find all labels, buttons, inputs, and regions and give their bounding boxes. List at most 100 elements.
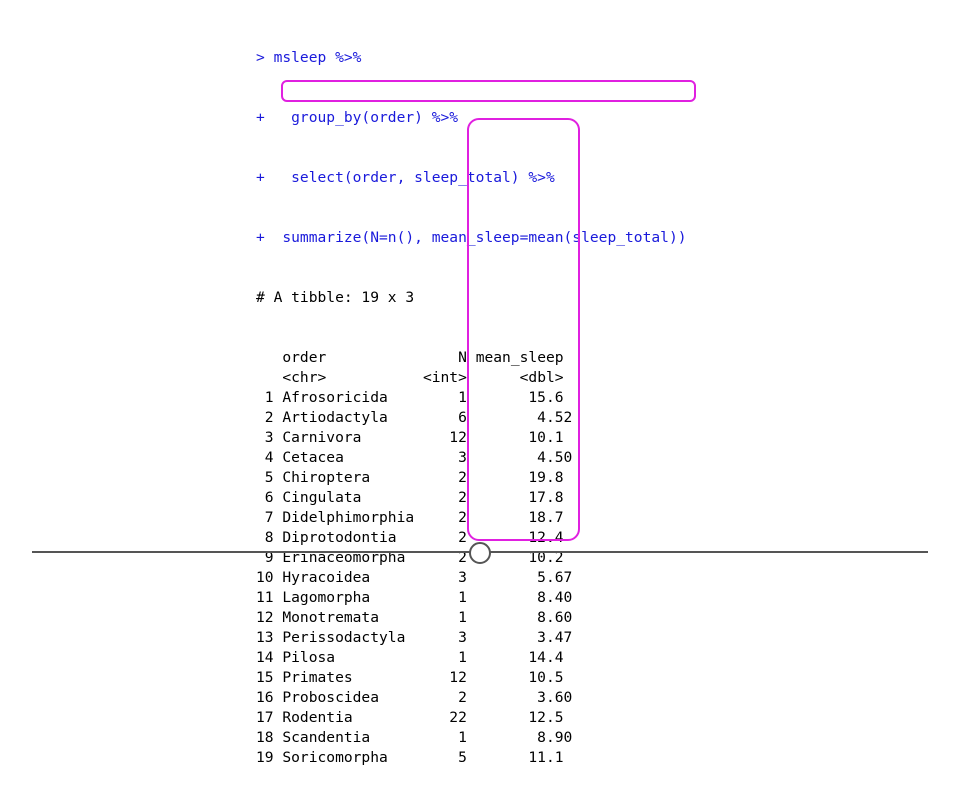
cell-mean-sleep: 12.4 [466,529,573,546]
row-index: 7 [256,509,283,526]
row-index: 9 [256,549,283,566]
column-type-order: <chr> [282,369,415,386]
column-type-mean-sleep: <dbl> [475,369,564,386]
tibble-header: # A tibble: 19 x 3 [256,289,415,306]
table-row: 16 Proboscidea 2 3.60 [256,688,687,708]
cell-order: Diprotodontia [282,529,415,546]
cell-mean-sleep: 8.90 [466,729,573,746]
row-index: 10 [256,569,283,586]
cell-mean-sleep: 17.8 [466,489,573,506]
cell-mean-sleep: 3.47 [466,629,573,646]
cell-n: 3 [422,449,467,466]
table-row: 15 Primates 12 10.5 [256,668,687,688]
cell-mean-sleep: 8.60 [466,609,573,626]
table-row: 17 Rodentia 22 12.5 [256,708,687,728]
cell-n: 6 [422,409,467,426]
table-row: 13 Perissodactyla 3 3.47 [256,628,687,648]
code-line-4-prompt: + [256,229,283,246]
cell-n: 2 [422,509,467,526]
row-index: 19 [256,749,283,766]
cell-mean-sleep: 4.52 [466,409,573,426]
code-line-1: > msleep %>% [256,49,362,66]
cell-n: 2 [422,549,467,566]
row-index: 4 [256,449,283,466]
row-index: 11 [256,589,283,606]
cell-order: Pilosa [282,649,415,666]
cell-mean-sleep: 18.7 [466,509,573,526]
cell-order: Proboscidea [282,689,415,706]
cell-mean-sleep: 10.5 [466,669,573,686]
cell-order: Lagomorpha [282,589,415,606]
cell-mean-sleep: 14.4 [466,649,573,666]
cell-order: Cetacea [282,449,415,466]
table-row: 11 Lagomorpha 1 8.40 [256,588,687,608]
cell-order: Cingulata [282,489,415,506]
row-index: 1 [256,389,283,406]
row-index: 2 [256,409,283,426]
table-row: 19 Soricomorpha 5 11.1 [256,748,687,768]
cell-order: Didelphimorphia [282,509,415,526]
row-index: 5 [256,469,283,486]
slider-handle[interactable] [469,542,491,564]
code-line-4: + summarize(N=n(), mean_sleep=mean(sleep… [256,228,687,248]
summarize-call: summarize(N=n(), mean_sleep=mean(sleep_t… [282,229,687,246]
cell-order: Perissodactyla [282,629,415,646]
table-row: 7 Didelphimorphia 2 18.7 [256,508,687,528]
r-console-output: > msleep %>% + group_by(order) %>% + sel… [256,8,687,788]
row-index: 15 [256,669,283,686]
cell-n: 2 [422,489,467,506]
table-row: 12 Monotremata 1 8.60 [256,608,687,628]
table-row: 6 Cingulata 2 17.8 [256,488,687,508]
row-index: 14 [256,649,283,666]
cell-order: Rodentia [282,709,415,726]
table-row: 10 Hyracoidea 3 5.67 [256,568,687,588]
code-line-2: + group_by(order) %>% [256,109,459,126]
table-row: 5 Chiroptera 2 19.8 [256,468,687,488]
cell-mean-sleep: 10.2 [466,549,573,566]
cell-n: 3 [422,569,467,586]
cell-order: Scandentia [282,729,415,746]
cell-order: Monotremata [282,609,415,626]
cell-order: Erinaceomorpha [282,549,415,566]
cell-n: 1 [422,589,467,606]
cell-n: 22 [422,709,467,726]
cell-mean-sleep: 19.8 [466,469,573,486]
table-row: 2 Artiodactyla 6 4.52 [256,408,687,428]
column-type-n: <int> [422,369,467,386]
table-row: 8 Diprotodontia 2 12.4 [256,528,687,548]
column-header-order: order [282,349,415,366]
cell-n: 2 [422,529,467,546]
table-row: 14 Pilosa 1 14.4 [256,648,687,668]
code-line-3: + select(order, sleep_total) %>% [256,169,555,186]
cell-n: 1 [422,649,467,666]
column-header-n: N [422,349,467,366]
tibble-column-headers: order N mean_sleep [256,348,687,368]
cell-order: Afrosoricida [282,389,415,406]
cell-mean-sleep: 8.40 [466,589,573,606]
table-row: 4 Cetacea 3 4.50 [256,448,687,468]
cell-order: Primates [282,669,415,686]
cell-mean-sleep: 5.67 [466,569,573,586]
row-index: 13 [256,629,283,646]
row-index: 12 [256,609,283,626]
cell-n: 3 [422,629,467,646]
column-header-mean-sleep: mean_sleep [475,349,564,366]
cell-order: Hyracoidea [282,569,415,586]
cell-n: 1 [422,389,467,406]
cell-n: 5 [422,749,467,766]
cell-order: Carnivora [282,429,415,446]
row-index: 6 [256,489,283,506]
table-row: 1 Afrosoricida 1 15.6 [256,388,687,408]
cell-n: 2 [422,469,467,486]
cell-n: 1 [422,609,467,626]
cell-mean-sleep: 4.50 [466,449,573,466]
table-row: 9 Erinaceomorpha 2 10.2 [256,548,687,568]
cell-mean-sleep: 12.5 [466,709,573,726]
cell-order: Artiodactyla [282,409,415,426]
cell-order: Chiroptera [282,469,415,486]
table-row: 18 Scandentia 1 8.90 [256,728,687,748]
row-index: 18 [256,729,283,746]
cell-mean-sleep: 15.6 [466,389,573,406]
row-index: 8 [256,529,283,546]
row-index: 17 [256,709,283,726]
